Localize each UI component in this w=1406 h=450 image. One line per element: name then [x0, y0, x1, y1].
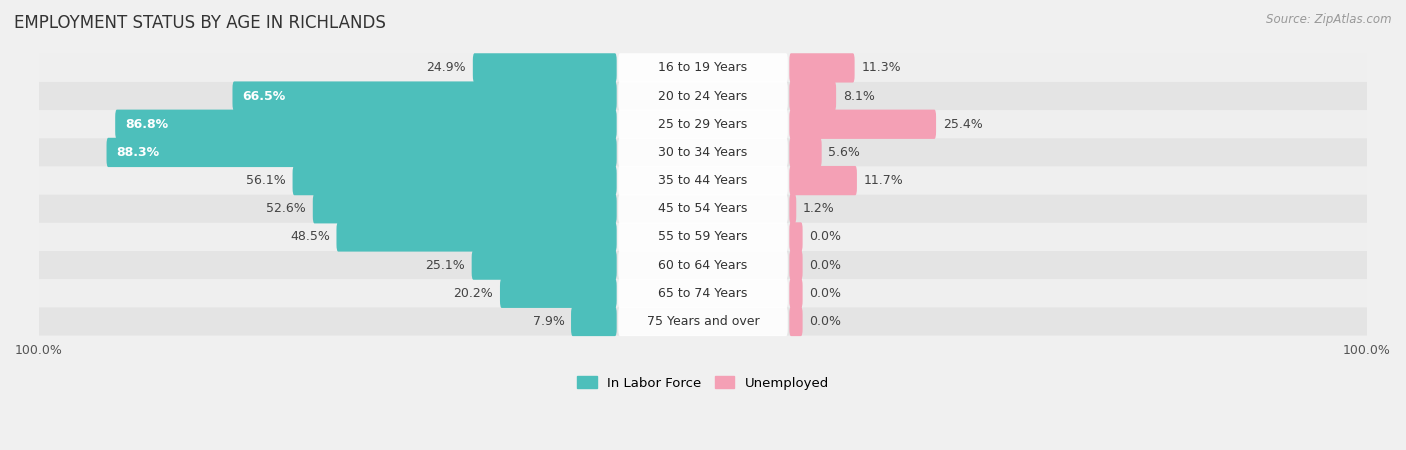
FancyBboxPatch shape — [789, 194, 796, 223]
FancyBboxPatch shape — [39, 279, 1367, 307]
FancyBboxPatch shape — [619, 194, 787, 223]
Text: Source: ZipAtlas.com: Source: ZipAtlas.com — [1267, 14, 1392, 27]
FancyBboxPatch shape — [39, 223, 1367, 251]
FancyBboxPatch shape — [39, 307, 1367, 336]
Text: 20 to 24 Years: 20 to 24 Years — [658, 90, 748, 103]
FancyBboxPatch shape — [789, 110, 936, 139]
Text: 88.3%: 88.3% — [117, 146, 160, 159]
Text: 86.8%: 86.8% — [125, 118, 169, 131]
Text: 0.0%: 0.0% — [810, 259, 841, 272]
FancyBboxPatch shape — [472, 53, 617, 82]
FancyBboxPatch shape — [115, 110, 617, 139]
FancyBboxPatch shape — [789, 81, 837, 111]
FancyBboxPatch shape — [619, 81, 787, 111]
FancyBboxPatch shape — [789, 53, 855, 82]
FancyBboxPatch shape — [619, 138, 787, 167]
FancyBboxPatch shape — [501, 279, 617, 308]
FancyBboxPatch shape — [789, 279, 803, 308]
FancyBboxPatch shape — [619, 53, 787, 82]
Text: 16 to 19 Years: 16 to 19 Years — [658, 61, 748, 74]
Text: 65 to 74 Years: 65 to 74 Years — [658, 287, 748, 300]
Text: 0.0%: 0.0% — [810, 315, 841, 328]
Text: 55 to 59 Years: 55 to 59 Years — [658, 230, 748, 243]
FancyBboxPatch shape — [619, 307, 787, 336]
Text: 56.1%: 56.1% — [246, 174, 285, 187]
Text: 11.3%: 11.3% — [862, 61, 901, 74]
FancyBboxPatch shape — [471, 251, 617, 280]
Text: 25.1%: 25.1% — [425, 259, 465, 272]
FancyBboxPatch shape — [39, 138, 1367, 166]
Text: 66.5%: 66.5% — [242, 90, 285, 103]
FancyBboxPatch shape — [107, 138, 617, 167]
Text: EMPLOYMENT STATUS BY AGE IN RICHLANDS: EMPLOYMENT STATUS BY AGE IN RICHLANDS — [14, 14, 385, 32]
FancyBboxPatch shape — [39, 166, 1367, 195]
Text: 0.0%: 0.0% — [810, 230, 841, 243]
FancyBboxPatch shape — [39, 110, 1367, 138]
FancyBboxPatch shape — [39, 251, 1367, 279]
Text: 35 to 44 Years: 35 to 44 Years — [658, 174, 748, 187]
FancyBboxPatch shape — [39, 54, 1367, 82]
Text: 45 to 54 Years: 45 to 54 Years — [658, 202, 748, 215]
FancyBboxPatch shape — [619, 222, 787, 252]
FancyBboxPatch shape — [232, 81, 617, 111]
Text: 11.7%: 11.7% — [863, 174, 903, 187]
Text: 7.9%: 7.9% — [533, 315, 564, 328]
FancyBboxPatch shape — [619, 279, 787, 308]
Legend: In Labor Force, Unemployed: In Labor Force, Unemployed — [571, 371, 835, 395]
FancyBboxPatch shape — [789, 307, 803, 336]
Text: 20.2%: 20.2% — [454, 287, 494, 300]
FancyBboxPatch shape — [39, 82, 1367, 110]
Text: 30 to 34 Years: 30 to 34 Years — [658, 146, 748, 159]
FancyBboxPatch shape — [312, 194, 617, 223]
FancyBboxPatch shape — [789, 138, 821, 167]
FancyBboxPatch shape — [292, 166, 617, 195]
FancyBboxPatch shape — [789, 222, 803, 252]
Text: 75 Years and over: 75 Years and over — [647, 315, 759, 328]
Text: 0.0%: 0.0% — [810, 287, 841, 300]
Text: 52.6%: 52.6% — [266, 202, 307, 215]
Text: 48.5%: 48.5% — [290, 230, 330, 243]
Text: 5.6%: 5.6% — [828, 146, 860, 159]
Text: 25.4%: 25.4% — [942, 118, 983, 131]
FancyBboxPatch shape — [571, 307, 617, 336]
FancyBboxPatch shape — [789, 166, 856, 195]
Text: 8.1%: 8.1% — [842, 90, 875, 103]
FancyBboxPatch shape — [336, 222, 617, 252]
Text: 1.2%: 1.2% — [803, 202, 835, 215]
FancyBboxPatch shape — [619, 251, 787, 280]
FancyBboxPatch shape — [789, 251, 803, 280]
FancyBboxPatch shape — [619, 166, 787, 195]
Text: 25 to 29 Years: 25 to 29 Years — [658, 118, 748, 131]
FancyBboxPatch shape — [619, 110, 787, 139]
FancyBboxPatch shape — [39, 195, 1367, 223]
Text: 24.9%: 24.9% — [426, 61, 467, 74]
Text: 60 to 64 Years: 60 to 64 Years — [658, 259, 748, 272]
